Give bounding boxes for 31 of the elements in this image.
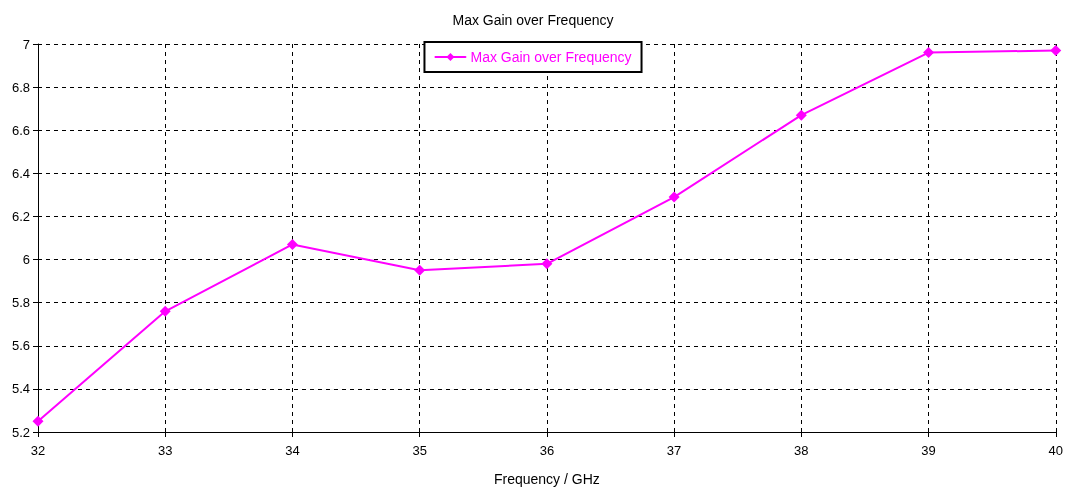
x-tick-label: 39 (921, 443, 936, 458)
x-tick-label: 38 (794, 443, 809, 458)
point (923, 47, 935, 59)
point (668, 191, 680, 203)
point (286, 238, 298, 250)
point (32, 415, 44, 427)
point (1050, 44, 1062, 56)
point (795, 109, 807, 121)
y-tick-label: 6.4 (11, 165, 30, 181)
point (541, 258, 553, 270)
y-tick-label: 6 (22, 252, 30, 268)
point (159, 305, 171, 317)
legend-label: Max Gain over Frequency (470, 49, 632, 65)
x-tick-label: 36 (539, 443, 555, 458)
y-tick-label: 6.2 (11, 208, 30, 224)
x-tick-label: 32 (30, 443, 46, 458)
y-tick-label: 5.4 (11, 381, 30, 397)
y-tick-label: 5.8 (11, 295, 30, 311)
y-tick-label: 6.8 (11, 79, 30, 95)
y-tick-label: 5.2 (11, 424, 30, 440)
chart-title: Max Gain over Frequency (452, 12, 614, 28)
y-tick-label: 6.6 (11, 122, 30, 138)
x-tick-label: 35 (412, 443, 427, 458)
y-tick-label: 7 (22, 36, 30, 52)
x-tick-label: 37 (666, 443, 682, 458)
x-tick-label: 33 (157, 443, 173, 458)
x-axis-title: Frequency / GHz (493, 471, 600, 487)
x-tick-label: 34 (285, 443, 300, 458)
point (414, 264, 426, 276)
x-tick-label: 40 (1048, 443, 1063, 458)
y-tick-label: 5.6 (11, 338, 30, 354)
